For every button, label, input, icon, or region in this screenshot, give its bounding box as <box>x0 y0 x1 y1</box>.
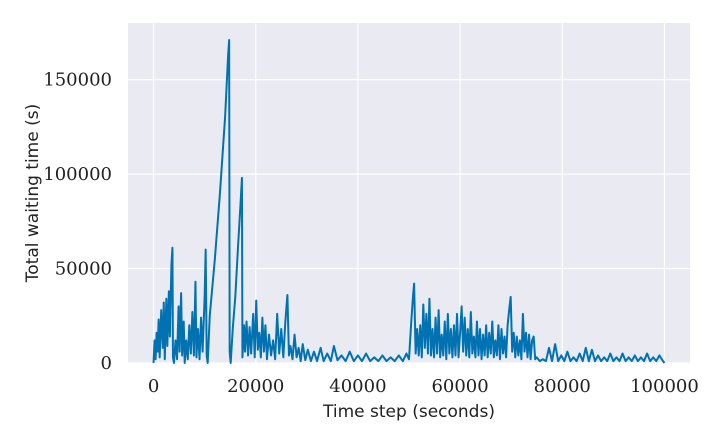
x-axis-label: Time step (seconds) <box>322 402 495 422</box>
x-tick-labels: 0 20000 40000 60000 80000 100000 <box>148 376 699 397</box>
series-line <box>152 39 666 364</box>
grid-lines <box>128 23 690 364</box>
y-tick-label: 50000 <box>55 259 112 280</box>
plot-background <box>128 23 690 363</box>
y-axis-label: Total waiting time (s) <box>23 104 43 283</box>
x-tick-label: 80000 <box>534 376 591 397</box>
x-tick-label: 60000 <box>431 376 488 397</box>
y-tick-label: 100000 <box>43 164 112 185</box>
y-tick-label: 0 <box>101 353 112 374</box>
x-tick-label: 40000 <box>329 376 386 397</box>
x-tick-label: 20000 <box>227 376 284 397</box>
x-tick-label: 100000 <box>630 376 699 397</box>
y-tick-labels: 0 50000 100000 150000 <box>43 70 112 374</box>
x-tick-label: 0 <box>148 376 159 397</box>
series-group <box>152 39 666 364</box>
y-tick-label: 150000 <box>43 70 112 91</box>
